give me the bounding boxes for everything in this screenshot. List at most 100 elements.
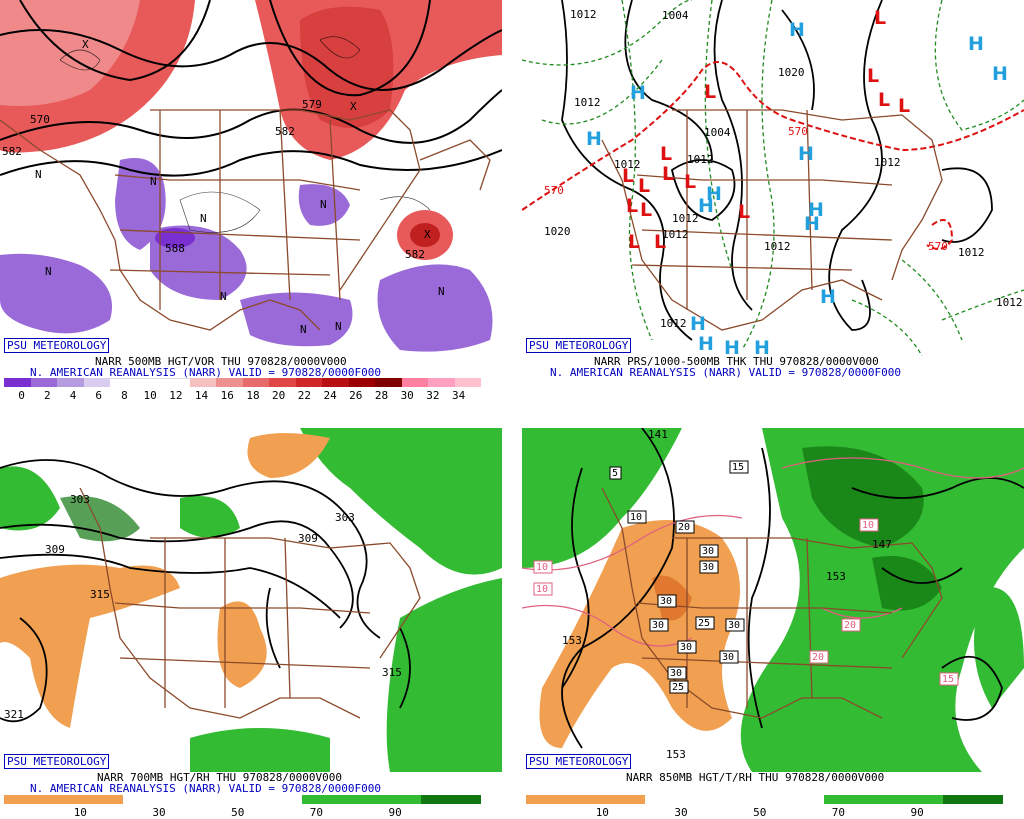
colorbar-swatch (375, 378, 402, 387)
svg-text:25: 25 (672, 682, 684, 693)
temperature-label: 20 (809, 650, 829, 664)
center-mark: X (350, 100, 357, 113)
colorbar-tick: 20 (272, 389, 286, 402)
map-500mb: 570 579 582 582 582 588 N N N N N N N N … (0, 0, 502, 356)
isobar-label: 1020 (778, 66, 805, 79)
vorticity-colorbar (4, 378, 481, 387)
isobar-label: 1012 (570, 8, 597, 21)
colorbar-swatch (163, 378, 190, 387)
contour-label: 141 (648, 428, 668, 441)
colorbar-swatch (401, 378, 428, 387)
high-pressure-mark: H (798, 143, 814, 165)
thickness-label: 570 (788, 125, 808, 138)
vorticity-min-area (115, 158, 166, 250)
contour-label: 153 (666, 748, 686, 761)
center-mark: N (300, 323, 307, 336)
temperature-label: 25 (669, 680, 689, 694)
colorbar-swatch (348, 378, 375, 387)
moist-area (190, 728, 330, 772)
colorbar-swatch (189, 378, 216, 387)
vorticity-min-area (298, 184, 350, 226)
temperature-label: 20 (675, 520, 695, 534)
center-mark: N (320, 198, 327, 211)
map-caption-title: NARR 850MB HGT/T/RH THU 970828/0000V000 (626, 771, 885, 784)
svg-text:30: 30 (728, 620, 740, 631)
isobar-label: 1012 (662, 228, 689, 241)
colorbar-tick: 32 (426, 389, 440, 402)
low-pressure-mark: L (622, 165, 634, 187)
contour-label: 309 (45, 543, 65, 556)
colorbar-swatch (30, 378, 57, 387)
contour-label: 321 (4, 708, 24, 721)
contour-label: 147 (872, 538, 892, 551)
psu-meteorology-badge: PSU METEOROLOGY (526, 754, 632, 769)
svg-text:10: 10 (536, 584, 548, 595)
high-pressure-mark: H (789, 19, 805, 41)
colorbar-tick: 28 (374, 389, 389, 402)
map-caption-title: NARR 500MB HGT/VOR THU 970828/0000V000 (95, 355, 347, 368)
colorbar-swatch (295, 378, 322, 387)
panel-500mb-vorticity: 570 579 582 582 582 588 N N N N N N N N … (0, 0, 502, 402)
moist-area (802, 446, 924, 548)
temperature-label: 30 (667, 666, 687, 680)
low-pressure-mark: L (898, 95, 910, 117)
low-pressure-mark: L (704, 81, 716, 103)
temperature-label: 20 (841, 618, 861, 632)
high-pressure-mark: H (808, 199, 824, 221)
center-mark: N (335, 320, 342, 333)
svg-text:10: 10 (630, 512, 642, 523)
colorbar-swatch (216, 378, 243, 387)
colorbar-tick: 8 (121, 389, 128, 402)
colorbar-tick: 24 (323, 389, 337, 402)
temperature-label: 30 (657, 594, 677, 608)
colorbar-swatch (57, 378, 84, 387)
map-caption-title: NARR 700MB HGT/RH THU 970828/0000V000 (97, 771, 343, 784)
colorbar-tick: 30 (400, 389, 414, 402)
high-pressure-mark: H (724, 337, 740, 356)
map-850mb: 141 153 147 153 153 5 15 10 20 30 30 30 30 25 30 3… (522, 428, 1024, 772)
isobar-label: 1012 (996, 296, 1023, 309)
colorbar-tick: 12 (169, 389, 183, 402)
colorbar-swatch (110, 378, 137, 387)
thickness-label: 570 (928, 240, 948, 253)
moist-area (974, 587, 1024, 708)
moist-area (386, 578, 502, 772)
map-caption-valid: N. AMERICAN REANALYSIS (NARR) VALID = 97… (30, 782, 381, 795)
vorticity-max-area (0, 0, 140, 106)
colorbar-tick: 4 (69, 389, 77, 402)
temperature-label: 10 (533, 582, 553, 596)
colorbar-tick: 14 (194, 389, 209, 402)
contour-label: 153 (826, 570, 846, 583)
center-mark: X (82, 38, 89, 51)
low-pressure-mark: L (874, 7, 886, 29)
low-pressure-mark: L (628, 231, 640, 253)
svg-text:25: 25 (698, 618, 710, 629)
vorticity-min-area (0, 253, 112, 334)
svg-text:30: 30 (670, 668, 682, 679)
isobar-label: 1004 (704, 126, 731, 139)
rh-colorbar-ticks: 10 30 50 70 90 (73, 806, 402, 819)
low-pressure-mark: L (660, 143, 672, 165)
psu-meteorology-badge: PSU METEOROLOGY (4, 338, 110, 353)
svg-text:20: 20 (844, 620, 856, 631)
contour-label: 309 (298, 532, 318, 545)
colorbar-tick: 0 (18, 389, 25, 402)
colorbar-swatch (322, 378, 349, 387)
svg-text:5: 5 (612, 468, 618, 479)
contour-label: 303 (70, 493, 90, 506)
high-pressure-mark: H (586, 128, 602, 150)
isobar-label: 1012 (958, 246, 985, 259)
psu-meteorology-badge: PSU METEOROLOGY (526, 338, 632, 353)
low-pressure-mark: L (684, 171, 696, 193)
panel-850mb-rh-temp: 141 153 147 153 153 5 15 10 20 30 30 30 30 25 30 3… (522, 428, 1024, 819)
center-mark: N (438, 285, 445, 298)
high-pressure-mark: H (698, 333, 714, 355)
map-caption-title: NARR PRS/1000-500MB THK THU 970828/0000V… (594, 355, 879, 368)
isobar-label: 1012 (764, 240, 791, 253)
svg-text:10: 10 (862, 520, 874, 531)
temperature-label: 10 (627, 510, 647, 524)
isobar-label: 1012 (614, 158, 641, 171)
svg-text:10: 10 (536, 562, 548, 573)
vorticity-max-area (300, 6, 394, 129)
isobar-label: 1020 (544, 225, 571, 238)
